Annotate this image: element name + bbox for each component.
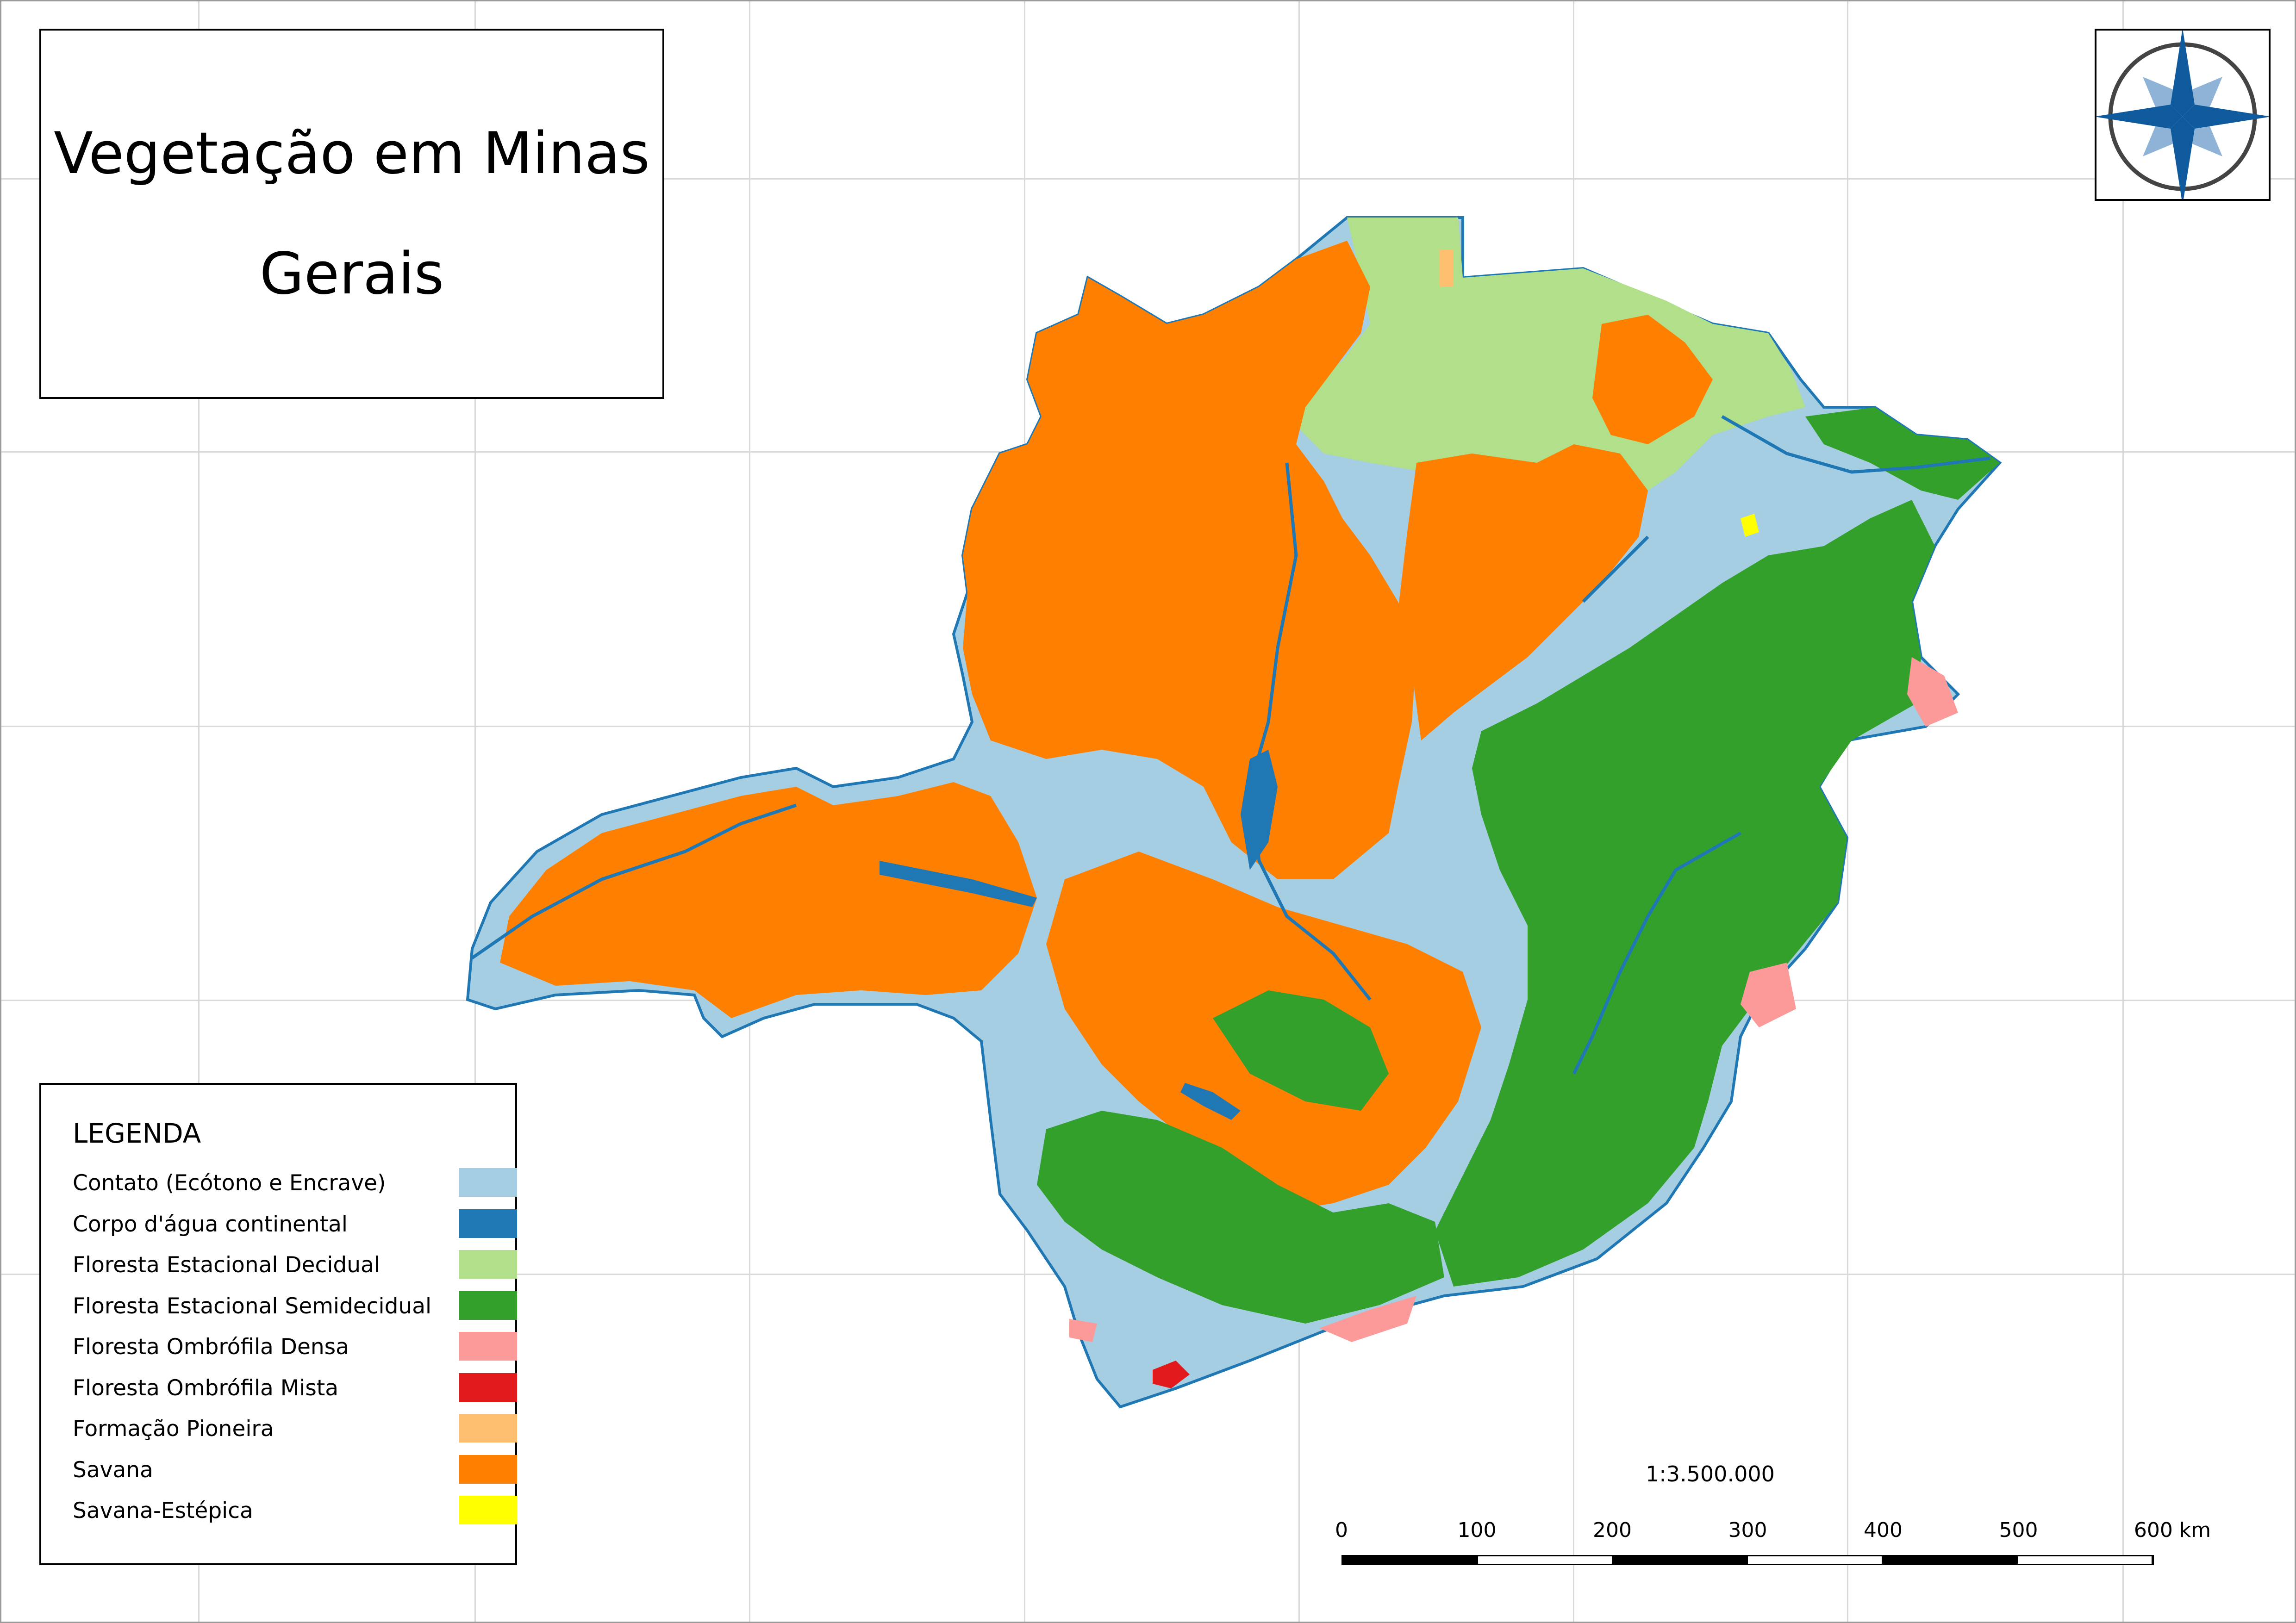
region-savana-west bbox=[500, 782, 1037, 1018]
legend-label: Floresta Ombrófila Mista bbox=[73, 1375, 339, 1401]
legend-item: Floresta Ombrófila Mista bbox=[73, 1373, 517, 1403]
compass-rose-icon bbox=[2094, 28, 2271, 205]
scale-tick-label: 600 km bbox=[2134, 1518, 2211, 1542]
legend-item: Corpo d'água continental bbox=[73, 1209, 517, 1239]
map-title-box: Vegetação em Minas Gerais bbox=[39, 29, 664, 399]
region-semidecidual-east bbox=[1435, 500, 1935, 1287]
river bbox=[471, 803, 797, 959]
scale-segment bbox=[1747, 1556, 1883, 1564]
river bbox=[1582, 535, 1649, 603]
region-ombrofila-densa-southeast bbox=[1741, 963, 1796, 1027]
legend-item: Formação Pioneira bbox=[73, 1414, 517, 1443]
legend-label: Contato (Ecótono e Encrave) bbox=[73, 1170, 386, 1196]
graticule-line bbox=[198, 0, 200, 1623]
scale-bar bbox=[1341, 1555, 2154, 1565]
legend-swatch bbox=[459, 1414, 517, 1443]
region-savana-estepica bbox=[1741, 514, 1759, 537]
legend-swatch bbox=[459, 1250, 517, 1279]
legend-label: Savana-Estépica bbox=[73, 1498, 253, 1524]
legend-label: Floresta Estacional Decidual bbox=[73, 1252, 380, 1278]
legend-item: Floresta Ombrófila Densa bbox=[73, 1332, 517, 1362]
legend-label: Savana bbox=[73, 1457, 153, 1483]
north-arrow-box bbox=[2094, 28, 2271, 205]
region-ombrofila-densa-east bbox=[1907, 657, 1958, 727]
region-pioneira bbox=[1440, 250, 1454, 287]
legend-label: Floresta Estacional Semidecidual bbox=[73, 1293, 432, 1319]
reservoir bbox=[880, 861, 1037, 907]
legend-swatch bbox=[459, 1496, 517, 1524]
region-ombrofila-densa-south bbox=[1319, 1296, 1416, 1342]
scale-ratio: 1:3.500.000 bbox=[1646, 1461, 1775, 1486]
legend-label: Corpo d'água continental bbox=[73, 1211, 348, 1237]
scale-segment bbox=[2016, 1556, 2152, 1564]
scale-segment bbox=[1477, 1556, 1613, 1564]
graticule-line bbox=[0, 178, 2296, 180]
legend: LEGENDA Contato (Ecótono e Encrave) Corpo… bbox=[39, 1083, 517, 1565]
scale-tick-label: 500 bbox=[1999, 1518, 2038, 1542]
river bbox=[1572, 831, 1741, 1075]
legend-label: Formação Pioneira bbox=[73, 1416, 274, 1442]
region-ombrofila-mista bbox=[1153, 1361, 1190, 1388]
legend-swatch bbox=[459, 1332, 517, 1361]
region-semidecidual-center bbox=[1213, 990, 1389, 1111]
scale-tick-label: 100 bbox=[1457, 1518, 1497, 1542]
legend-swatch bbox=[459, 1168, 517, 1197]
legend-label: Floresta Ombrófila Densa bbox=[73, 1334, 349, 1360]
graticule-line bbox=[2122, 0, 2124, 1623]
scale-segment bbox=[1883, 1556, 2017, 1564]
region-ombrofila-densa-sw bbox=[1069, 1319, 1097, 1342]
region-semidecidual-south bbox=[1037, 1111, 1444, 1324]
region-savana-center bbox=[1398, 444, 1648, 740]
legend-swatch bbox=[459, 1373, 517, 1402]
map-title-line-2: Gerais bbox=[259, 241, 444, 307]
scale-segment bbox=[1613, 1556, 1747, 1564]
legend-swatch bbox=[459, 1209, 517, 1238]
region-savana-north bbox=[963, 241, 1416, 879]
region-semidecidual-northeast bbox=[1805, 407, 2000, 500]
legend-item: Floresta Estacional Semidecidual bbox=[73, 1291, 517, 1321]
graticule-line bbox=[474, 0, 476, 1623]
legend-item: Floresta Estacional Decidual bbox=[73, 1250, 517, 1280]
legend-item: Contato (Ecótono e Encrave) bbox=[73, 1168, 517, 1198]
legend-swatch bbox=[459, 1455, 517, 1484]
scale-segment bbox=[1343, 1556, 1477, 1564]
scale-tick-label: 300 bbox=[1728, 1518, 1767, 1542]
graticule-line bbox=[1847, 0, 1848, 1623]
legend-title: LEGENDA bbox=[73, 1118, 201, 1149]
legend-swatch bbox=[459, 1291, 517, 1320]
scale-tick-label: 0 bbox=[1335, 1518, 1348, 1542]
scale-tick-label: 400 bbox=[1864, 1518, 1903, 1542]
legend-item: Savana-Estépica bbox=[73, 1496, 517, 1525]
region-savana-northeast bbox=[1592, 315, 1713, 444]
map-title-line-1: Vegetação em Minas bbox=[54, 120, 650, 187]
river bbox=[1721, 415, 1991, 474]
reservoir bbox=[1180, 1083, 1241, 1120]
reservoir bbox=[1241, 750, 1278, 870]
legend-item: Savana bbox=[73, 1455, 517, 1485]
scale-tick-label: 200 bbox=[1593, 1518, 1632, 1542]
